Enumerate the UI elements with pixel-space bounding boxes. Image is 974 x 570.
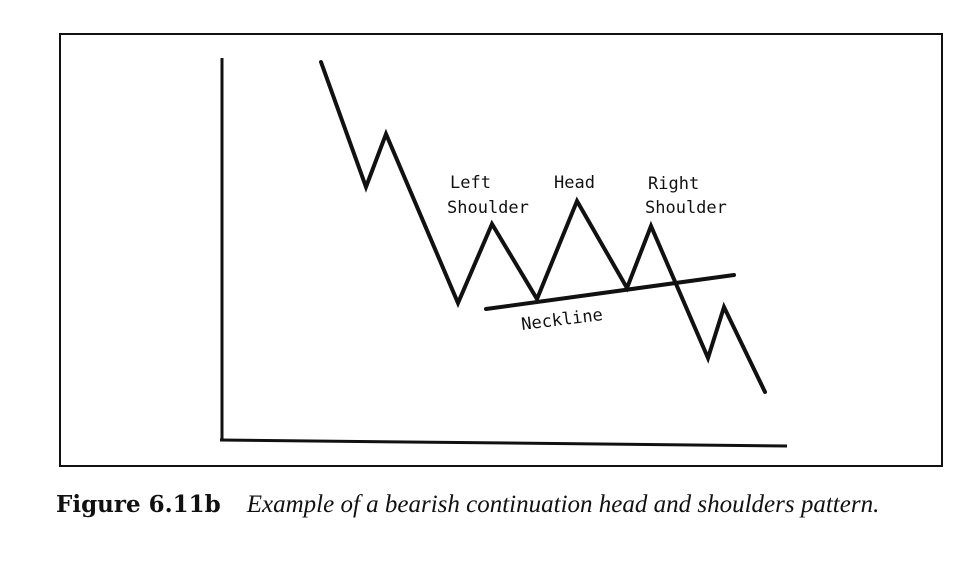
left-shoulder-label-line1: Left bbox=[450, 173, 491, 193]
right-shoulder-label-line2: Shoulder bbox=[645, 198, 727, 218]
caption-figure-number: Figure 6.11b bbox=[56, 491, 221, 518]
right-shoulder-label-line1: Right bbox=[648, 174, 699, 194]
head-and-shoulders-diagram: Left Shoulder Head Right Shoulder Neckli… bbox=[219, 58, 788, 448]
caption-text: Example of a bearish continuation head a… bbox=[246, 491, 880, 518]
neckline-label: Neckline bbox=[520, 305, 604, 335]
figure-frame bbox=[59, 33, 943, 467]
head-label: Head bbox=[554, 173, 595, 193]
neckline-line bbox=[484, 273, 736, 311]
x-axis bbox=[219, 438, 788, 448]
figure-caption: Figure 6.11b Example of a bearish continu… bbox=[56, 490, 936, 520]
left-shoulder-label-line2: Shoulder bbox=[447, 198, 529, 218]
price-line bbox=[319, 60, 767, 394]
